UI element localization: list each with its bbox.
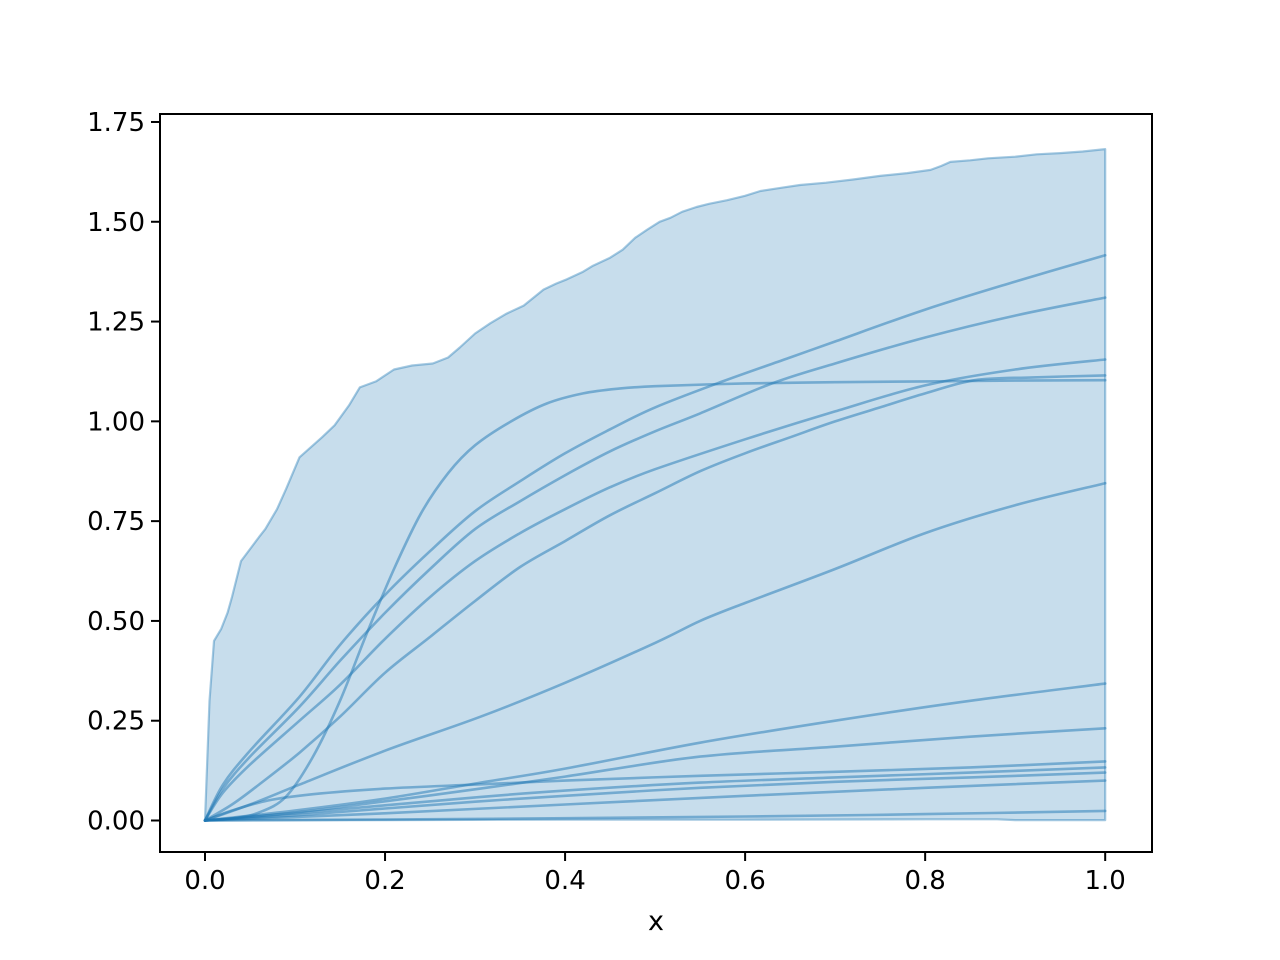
curve-sample-9 [203, 760, 1107, 822]
curve-sample-1 [203, 254, 1107, 822]
y-tick-label: 1.50 [87, 208, 145, 238]
curve-sample-4 [203, 378, 1107, 822]
envelope-band-group [203, 148, 1107, 822]
curve-sample-13 [203, 809, 1107, 822]
curve-sample-7 [203, 682, 1107, 822]
sample-curves-group [203, 254, 1107, 822]
x-tick-label: 0.8 [904, 866, 945, 896]
curve-sample-2 [203, 296, 1107, 822]
curve-sample-6 [203, 481, 1107, 822]
curve-sample-8 [203, 727, 1107, 822]
x-axis-label: x [648, 906, 664, 937]
y-tick-label: 0.75 [87, 507, 145, 537]
y-tick-label: 1.75 [87, 108, 145, 138]
curve-sample-10 [203, 766, 1107, 822]
x-tick-label: 0.4 [544, 866, 585, 896]
curve-sample-11 [203, 771, 1107, 822]
axes-group [159, 113, 1153, 853]
y-tick-label: 1.00 [87, 407, 145, 437]
ticks-group: 0.0 0.2 0.4 0.6 0.8 1.0 0.00 0.25 0.50 0.75 1.00 1.… [87, 108, 1126, 896]
curve-sample-12 [203, 779, 1107, 822]
uncertainty-band [203, 148, 1107, 822]
y-tick-label: 0.50 [87, 607, 145, 637]
y-tick-label: 0.25 [87, 707, 145, 737]
y-tick-label: 1.25 [87, 308, 145, 338]
curve-sample-3 [203, 358, 1107, 822]
x-tick-label: 1.0 [1085, 866, 1126, 896]
x-tick-label: 0.0 [184, 866, 225, 896]
x-tick-label: 0.2 [364, 866, 405, 896]
plot-frame [159, 113, 1153, 853]
x-tick-label: 0.6 [724, 866, 765, 896]
curve-sample-5 [203, 374, 1107, 822]
y-tick-label: 0.00 [87, 807, 145, 837]
